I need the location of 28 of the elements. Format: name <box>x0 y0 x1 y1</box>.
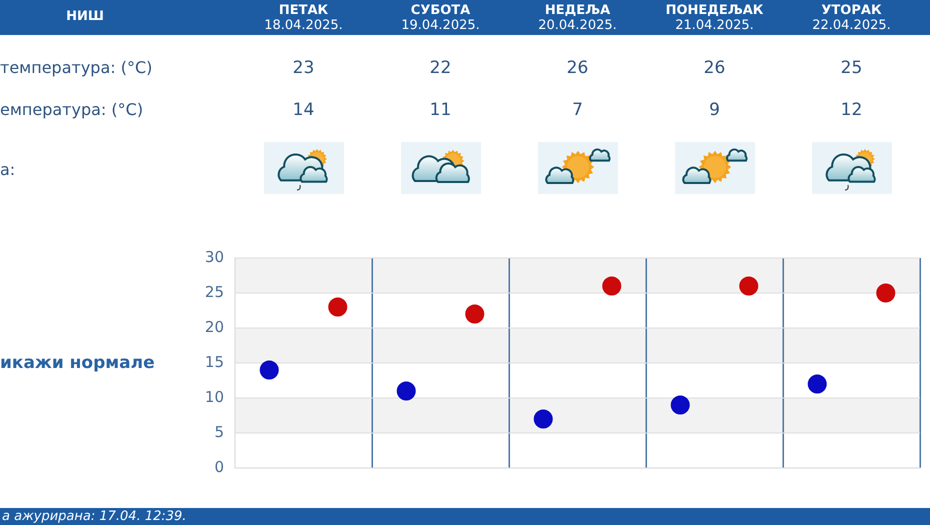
data-label: 26 <box>566 58 588 78</box>
text: а: <box>0 160 16 179</box>
y-tick-label: 0 <box>214 458 224 476</box>
data-label: 12 <box>840 100 862 120</box>
text: ПЕТАК 18.04.2025. <box>264 3 343 33</box>
data-label: 14 <box>292 100 314 120</box>
data-label: 9 <box>709 100 720 120</box>
data-label: 11 <box>430 100 452 120</box>
y-tick-label: 10 <box>204 388 224 406</box>
text: ПОНЕДЕЉАК 21.04.2025. <box>666 3 764 33</box>
data-label: 25 <box>840 58 862 78</box>
text: НЕДЕЉА 20.04.2025. <box>538 3 617 33</box>
text: СУБОТА 19.04.2025. <box>401 3 480 33</box>
data-label: 26 <box>704 58 726 78</box>
data-label: 22 <box>430 58 452 78</box>
y-tick-label: 20 <box>204 318 224 336</box>
text: а ажурирана: 17.04. 12:39. <box>2 508 186 525</box>
data-label: 7 <box>572 100 583 120</box>
y-tick-label: 15 <box>204 352 224 371</box>
y-tick-label: 25 <box>204 282 224 301</box>
text: икажи нормале <box>0 353 155 373</box>
text: НИШ <box>66 9 104 25</box>
y-tick-label: 5 <box>214 422 224 441</box>
data-label: 23 <box>292 58 314 78</box>
y-tick-label: 30 <box>204 248 224 266</box>
text: УТОРАК 22.04.2025. <box>812 3 891 33</box>
text: емпература: (°C) <box>0 100 144 119</box>
text: температура: (°C) <box>0 58 152 77</box>
